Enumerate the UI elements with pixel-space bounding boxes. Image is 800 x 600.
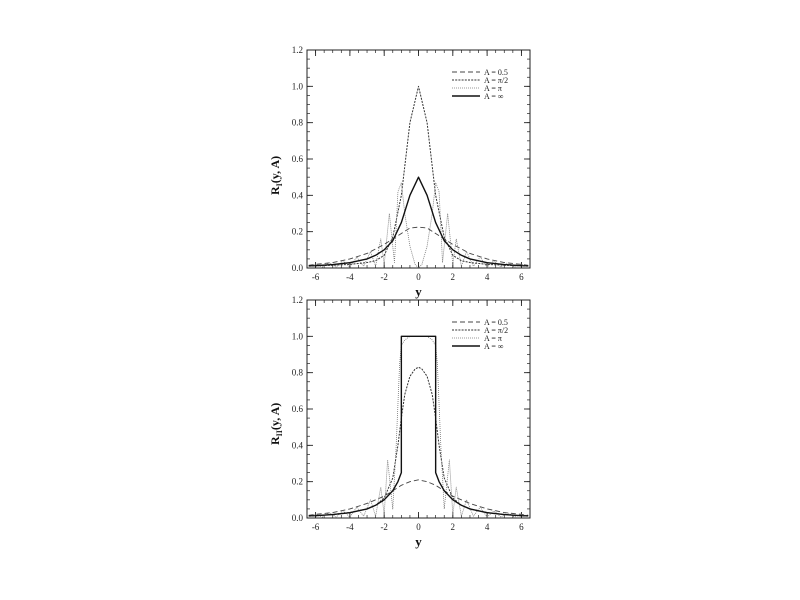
- y-tick-label: 0.2: [292, 227, 303, 237]
- y-tick-label: 0.4: [292, 190, 304, 200]
- legend-label: A = π/2: [484, 326, 508, 335]
- y-tick-label: 1.2: [292, 45, 303, 55]
- y-axis-label-sub: I: [275, 183, 284, 186]
- legend-label: A = π: [484, 84, 502, 93]
- x-tick-label: -2: [380, 522, 388, 532]
- legend-label: A = 0.5: [484, 68, 508, 77]
- legend-label: A = 0.5: [484, 318, 508, 327]
- series-line-0: [308, 479, 529, 516]
- x-tick-label: 0: [416, 272, 421, 282]
- y-axis-label-rest: (y, A): [268, 156, 282, 183]
- legend-label: A = π/2: [484, 76, 508, 85]
- y-tick-label: 0.0: [292, 513, 304, 523]
- y-axis-label-rest: (y, A): [268, 403, 282, 430]
- x-tick-label: -2: [380, 272, 388, 282]
- legend-label: A = ∞: [484, 342, 504, 351]
- y-tick-label: 1.0: [292, 81, 304, 91]
- y-tick-label: 1.2: [292, 295, 303, 305]
- y-tick-label: 0.4: [292, 440, 304, 450]
- x-tick-label: -6: [312, 522, 320, 532]
- y-tick-label: 1.0: [292, 331, 304, 341]
- y-tick-label: 0.8: [292, 118, 304, 128]
- series-line-2: [308, 335, 529, 518]
- legend-label: A = ∞: [484, 92, 504, 101]
- x-tick-label: -6: [312, 272, 320, 282]
- y-tick-label: 0.6: [292, 404, 304, 414]
- series-line-3: [308, 335, 529, 517]
- lower-panel-RII: -6 -4 -2 0 2 4 60.00.20.40.60.81.01.2A = 0.5A …: [268, 295, 531, 549]
- series-line-2: [308, 182, 529, 269]
- y-axis-label: RI(y, A): [268, 156, 284, 195]
- x-tick-label: 4: [485, 272, 490, 282]
- x-axis-label: y: [415, 534, 422, 549]
- x-tick-label: 2: [451, 522, 456, 532]
- series-line-1: [308, 85, 529, 267]
- x-tick-label: 0: [416, 522, 421, 532]
- y-tick-label: 0.6: [292, 154, 304, 164]
- x-tick-label: 6: [519, 522, 524, 532]
- y-axis-label-main: R: [268, 186, 282, 195]
- x-tick-label: 6: [519, 272, 524, 282]
- x-tick-label: -4: [346, 522, 354, 532]
- legend-label: A = π: [484, 334, 502, 343]
- y-axis-label-main: R: [268, 436, 282, 445]
- y-tick-label: 0.0: [292, 263, 304, 273]
- x-tick-label: -4: [346, 272, 354, 282]
- y-tick-label: 0.2: [292, 477, 303, 487]
- x-tick-label: 4: [485, 522, 490, 532]
- y-axis-label-sub: II: [275, 430, 284, 436]
- upper-panel-RI: -6 -4 -2 0 2 4 60.00.20.40.60.81.01.2A = 0.5A …: [268, 45, 531, 299]
- x-tick-label: 2: [451, 272, 456, 282]
- y-axis-label: RII(y, A): [268, 403, 284, 445]
- series-line-1: [308, 366, 529, 517]
- series-line-0: [308, 226, 529, 266]
- x-axis-label: y: [415, 284, 422, 299]
- y-tick-label: 0.8: [292, 368, 304, 378]
- series-line-3: [308, 176, 529, 267]
